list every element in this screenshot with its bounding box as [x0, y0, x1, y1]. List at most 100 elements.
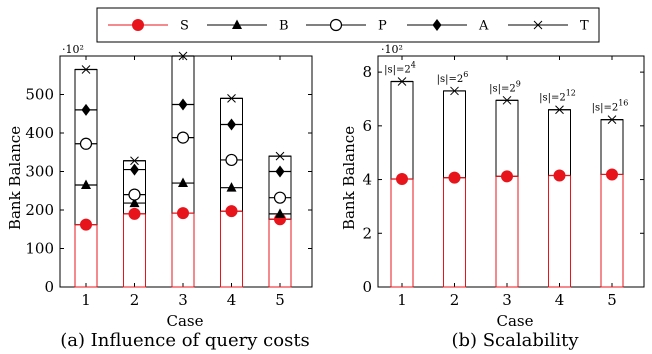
point-a: [275, 165, 285, 178]
bar-lower: [74, 224, 98, 288]
y-tick-label: 300: [25, 163, 54, 181]
point-s: [128, 207, 141, 220]
point-t-stroke-2: [450, 86, 459, 96]
point-t: [227, 93, 236, 103]
annotation-exponent: 6: [463, 70, 468, 79]
x-tick-label: 3: [502, 291, 512, 309]
point-p: [79, 137, 93, 150]
chart-a-caption: (a) Influence of query costs: [60, 330, 310, 351]
bar-lower: [600, 173, 624, 288]
bar-upper: [600, 119, 624, 175]
chart-b-ylabel: Bank Balance: [340, 126, 358, 230]
legend-marker: [533, 20, 543, 30]
chart-b: ·10² Bank Balance Case (b) Scalability 0…: [340, 43, 645, 351]
bar-lower: [548, 175, 571, 288]
chart-a-ylabel: Bank Balance: [6, 126, 24, 230]
point-t: [397, 77, 407, 86]
x-tick-label: 5: [607, 291, 617, 309]
bar-upper: [548, 109, 571, 177]
point-b: [275, 208, 285, 218]
y-tick-label: 0: [362, 278, 372, 296]
annotation-label: |s|=24: [384, 61, 416, 76]
point-t-stroke-2: [275, 151, 285, 161]
annotation-exponent: 9: [516, 79, 521, 88]
y-tick-label: 400: [25, 124, 54, 142]
legend-label: S: [180, 19, 189, 34]
x-tick-label: 1: [397, 291, 407, 309]
y-tick-label: 100: [25, 240, 54, 258]
annotation-exponent: 16: [618, 99, 628, 108]
point-s: [606, 168, 618, 181]
point-p: [176, 131, 190, 144]
point-a: [178, 98, 188, 111]
point-s: [225, 205, 238, 218]
legend-label: A: [478, 19, 489, 34]
bar-lower: [390, 178, 414, 288]
legend-marker: [432, 19, 442, 31]
x-tick-label: 4: [555, 291, 565, 309]
point-p: [273, 191, 287, 204]
point-b: [226, 182, 237, 192]
legend-item-t: T: [508, 19, 589, 34]
point-p: [225, 153, 238, 167]
point-t-stroke-2: [178, 51, 188, 61]
point-b: [178, 177, 188, 188]
bar-upper: [495, 99, 519, 177]
legend-item-p: P: [306, 19, 387, 34]
legend-item-s: S: [108, 19, 189, 34]
point-s: [177, 207, 189, 220]
x-tick-label: 5: [275, 291, 285, 309]
y-tick-label: 2: [362, 224, 372, 242]
chart-a-xlabel: Case: [167, 312, 204, 330]
point-t: [130, 156, 139, 166]
annotation-label: |s|=29: [489, 79, 521, 94]
y-tick-label: 500: [25, 86, 54, 104]
chart-b-multiplier: ·10²: [381, 43, 403, 56]
chart-a-multiplier: ·10²: [62, 43, 84, 56]
x-tick-label: 2: [130, 291, 140, 309]
y-tick-label: 200: [25, 201, 54, 219]
legend-label: P: [378, 19, 387, 34]
point-s: [553, 169, 566, 182]
point-b: [129, 197, 140, 208]
y-tick-label: 6: [362, 117, 372, 135]
point-s: [448, 171, 461, 184]
bar-lower: [268, 218, 292, 288]
point-t: [555, 105, 564, 115]
point-t: [178, 51, 188, 61]
y-tick-label: 0: [44, 278, 54, 296]
bar-lower: [220, 210, 243, 288]
point-a: [227, 118, 236, 131]
bar-lower: [443, 177, 466, 288]
annotation-label: |s|=212: [539, 89, 576, 104]
bar-lower: [123, 213, 146, 288]
point-t-stroke-2: [81, 65, 91, 74]
legend-item-a: A: [407, 19, 489, 34]
point-t-stroke-2: [502, 95, 512, 105]
legend-item-b: B: [207, 19, 289, 34]
chart-b-caption: (b) Scalability: [451, 330, 579, 351]
point-t-stroke-2: [130, 156, 139, 166]
legend-label: T: [580, 19, 589, 34]
bar-lower: [171, 212, 195, 288]
annotation-exponent: 12: [566, 89, 576, 98]
point-t: [81, 65, 91, 74]
point-t: [502, 95, 512, 105]
point-t-stroke-2: [607, 115, 617, 125]
bar-upper: [390, 81, 414, 180]
x-tick-label: 2: [450, 291, 460, 309]
point-s: [396, 173, 408, 186]
legend-marker-stroke-2: [533, 20, 543, 30]
legend-marker: [329, 18, 343, 32]
chart-b-xlabel: Case: [497, 312, 534, 330]
point-t-stroke-2: [227, 93, 236, 103]
point-s: [80, 218, 92, 231]
point-t: [450, 86, 459, 96]
legend-marker: [232, 19, 242, 29]
point-a: [130, 163, 139, 176]
bar-lower: [495, 175, 519, 288]
annotation-label: |s|=216: [592, 99, 629, 114]
y-tick-label: 8: [362, 63, 372, 81]
